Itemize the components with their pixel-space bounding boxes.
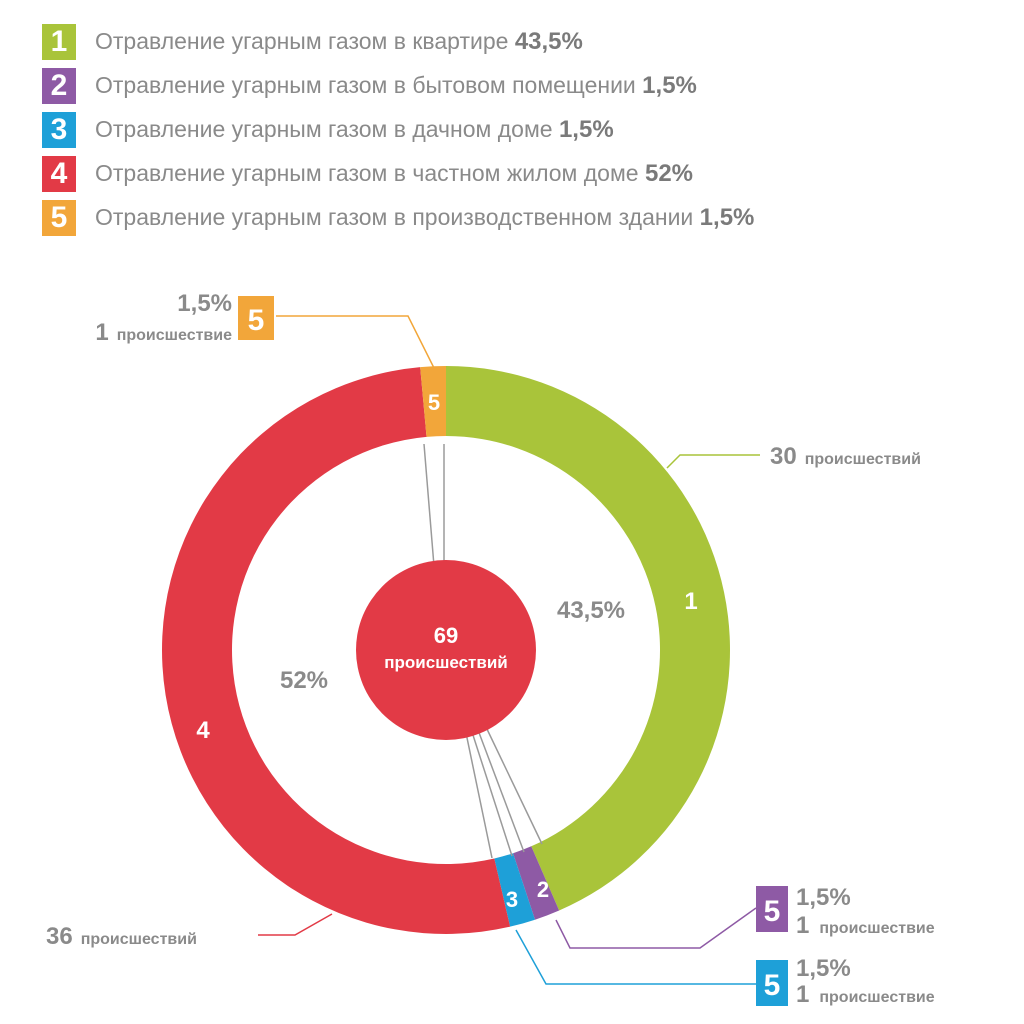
callout-seg4-label: происшествий	[81, 931, 197, 948]
legend-label-4: Отравление угарным газом в частном жилом…	[95, 160, 693, 188]
legend-item-3: 3 Отравление угарным газом в дачном доме…	[42, 110, 1002, 154]
legend-badge-1: 1	[42, 24, 76, 60]
legend-text-5: Отравление угарным газом в производствен…	[95, 204, 700, 230]
center-count: 69	[434, 623, 458, 648]
inner-pct-seg1: 43,5%	[557, 597, 625, 624]
callout-seg3-badge-num: 5	[764, 969, 781, 1002]
legend-pct-5: 1,5%	[699, 204, 755, 231]
callout-seg5-badge-num: 5	[248, 304, 265, 337]
callout-seg3-badge	[756, 960, 788, 1006]
callout-seg3-pct: 1,5%	[796, 955, 851, 982]
legend-item-5: 5 Отравление угарным газом в производств…	[42, 198, 1002, 242]
connector-line-seg3b	[471, 731, 513, 857]
legend-text-4: Отравление угарным газом в частном жилом…	[95, 160, 645, 186]
callout-seg1: 30 происшествий	[770, 443, 921, 470]
leader-line-seg2	[555, 907, 757, 949]
donut-segments	[161, 365, 731, 935]
segment-label-1: 1	[684, 588, 697, 615]
legend-label-1: Отравление угарным газом в квартире 43,5…	[95, 28, 583, 56]
callout-seg4-count: 36	[46, 923, 73, 950]
legend: 1 Отравление угарным газом в квартире 43…	[42, 22, 1002, 242]
donut-segment-5	[420, 366, 446, 437]
segment-label-5: 5	[428, 390, 440, 415]
legend-item-2: 2 Отравление угарным газом в бытовом пом…	[42, 66, 1002, 110]
callout-seg5-badge	[238, 296, 274, 340]
connector-line-seg3a	[465, 732, 493, 859]
segment-label-4: 4	[196, 717, 210, 744]
legend-badge-5: 5	[42, 200, 76, 236]
center-circle	[356, 560, 536, 740]
leader-line-seg1	[666, 454, 760, 469]
legend-text-3: Отравление угарным газом в дачном доме	[95, 116, 559, 142]
connector-lines	[423, 443, 543, 859]
legend-pct-1: 43,5%	[514, 28, 583, 55]
legend-badge-3: 3	[42, 112, 76, 148]
callout-seg2-badge-num: 5	[764, 895, 781, 928]
callout-seg2-pct: 1,5%	[796, 884, 851, 911]
callout-seg3-label: происшествие	[819, 989, 934, 1006]
callout-seg2-badge	[756, 886, 788, 932]
connector-line-seg5a	[423, 443, 435, 567]
legend-pct-2: 1,5%	[642, 72, 697, 99]
donut-segment-1	[446, 365, 731, 911]
callout-seg2-line2: 1 происшествие	[796, 912, 935, 939]
connector-line-seg2a	[477, 729, 525, 853]
legend-label-5: Отравление угарным газом в производствен…	[95, 204, 754, 232]
leader-line-seg5	[276, 315, 435, 369]
legend-label-3: Отравление угарным газом в дачном доме 1…	[95, 116, 614, 144]
callout-seg5-label: происшествие	[117, 327, 232, 344]
leader-line-seg4	[258, 913, 333, 936]
segment-label-2: 2	[537, 877, 549, 902]
callout-seg1-label: происшествий	[805, 451, 921, 468]
callout-seg1-count: 30	[770, 443, 797, 470]
callout-seg2-label: происшествие	[819, 920, 934, 937]
segment-label-3: 3	[506, 887, 518, 912]
callout-seg3-count: 1	[796, 981, 809, 1008]
legend-pct-4: 52%	[644, 160, 694, 187]
callout-seg5-count: 1	[95, 319, 108, 346]
connector-line-seg2b	[485, 726, 543, 845]
callout-seg5-line2: 1 происшествие	[95, 319, 232, 346]
legend-label-2: Отравление угарным газом в бытовом помещ…	[95, 72, 697, 100]
leader-line-seg3	[515, 929, 756, 985]
callout-seg3-line2: 1 происшествие	[796, 981, 935, 1008]
inner-pct-seg4: 52%	[280, 667, 328, 694]
donut-segment-2	[513, 846, 560, 920]
callout-seg2-count: 1	[796, 912, 809, 939]
legend-item-1: 1 Отравление угарным газом в квартире 43…	[42, 22, 1002, 66]
legend-item-4: 4 Отравление угарным газом в частном жил…	[42, 154, 1002, 198]
callout-seg4: 36 происшествий	[46, 923, 197, 950]
donut-segment-4	[161, 367, 511, 935]
donut-segment-3	[494, 853, 535, 927]
legend-badge-2: 2	[42, 68, 76, 104]
center-label: происшествий	[384, 653, 507, 672]
legend-pct-3: 1,5%	[558, 116, 614, 143]
legend-text-1: Отравление угарным газом в квартире	[95, 28, 515, 54]
callout-seg5-pct: 1,5%	[177, 290, 232, 317]
legend-badge-4: 4	[42, 156, 76, 192]
legend-text-2: Отравление угарным газом в бытовом помещ…	[95, 72, 643, 98]
